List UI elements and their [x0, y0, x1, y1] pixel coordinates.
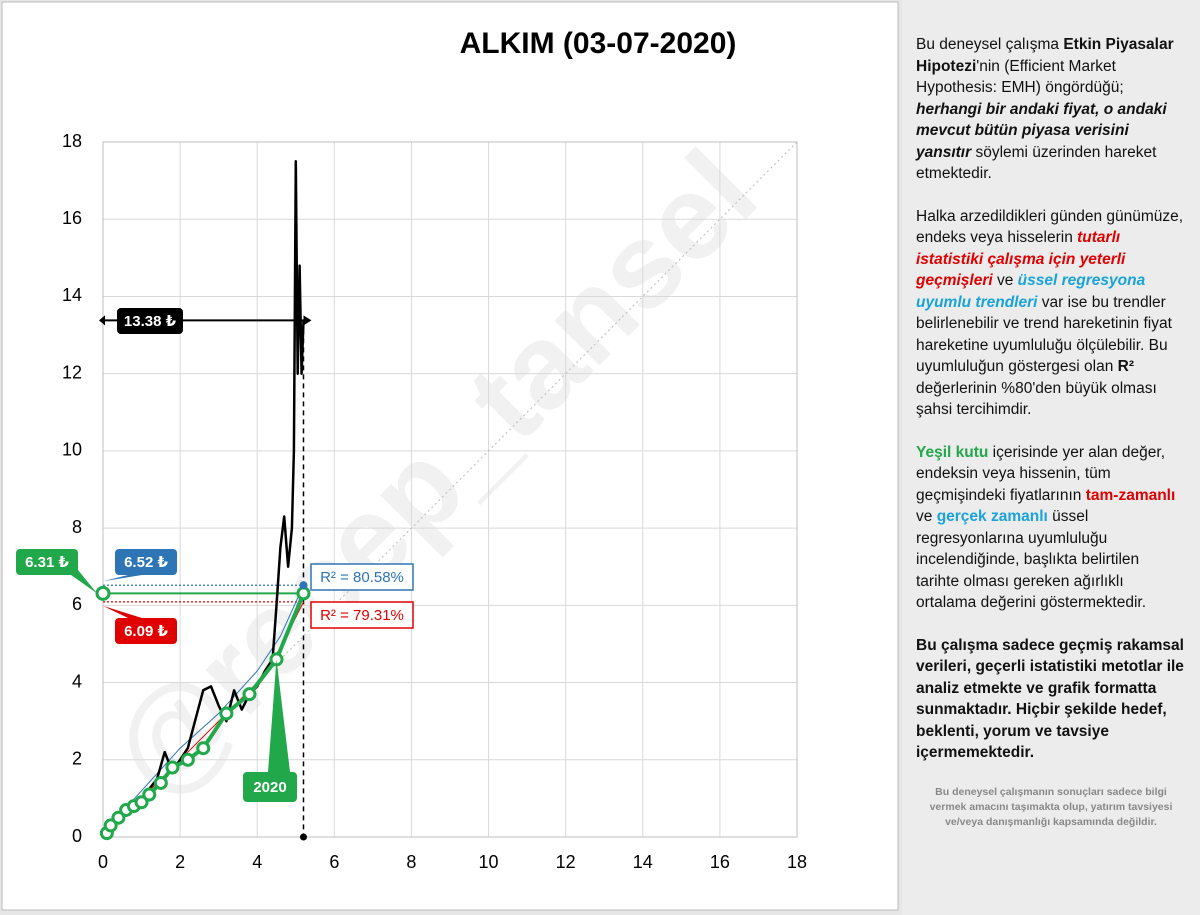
r-squared-label: R² = 80.58% — [320, 569, 404, 586]
annotation: 2020 — [253, 779, 286, 796]
x-tick-label: 8 — [406, 852, 416, 872]
label-box — [115, 618, 177, 644]
axis-dot — [299, 833, 307, 841]
y-tick-label: 14 — [62, 285, 82, 305]
label-box — [243, 772, 297, 802]
footnote: Bu deneysel çalışmanın sonuçları sadece … — [929, 785, 1173, 828]
x-tick-label: 12 — [556, 852, 576, 872]
text: gerçek zamanlı — [936, 508, 1048, 525]
series-point — [242, 687, 257, 702]
arrow-head — [303, 315, 312, 326]
x-tick-label: 14 — [633, 852, 653, 872]
y-tick-label: 12 — [62, 362, 82, 382]
text: içerisinde yer alan değer, endeksin veya… — [916, 443, 1166, 504]
side-panel: Bu deneysel çalışma Etkin Piyasalar Hipo… — [902, 0, 1200, 915]
series-line — [102, 585, 304, 834]
text: R² — [1117, 358, 1134, 375]
plot-border — [102, 141, 798, 838]
price-label: 6.09 ₺ — [124, 623, 168, 640]
label-box — [117, 308, 183, 334]
series-point — [196, 741, 211, 756]
label-box — [16, 549, 78, 575]
text: Yeşil kutu — [916, 443, 989, 461]
text: Halka arzedildikleri günden günümüze, en… — [916, 207, 1184, 247]
text: söylemi üzerinden hareket etmektedir. — [916, 143, 1157, 183]
series-point — [296, 586, 311, 601]
text: Etkin Piyasalar Hipotezi — [916, 36, 1174, 75]
x-tick-label: 16 — [710, 852, 730, 872]
chart: @recep_tansel 0 2 4 6 8 10 12 14 16 1802468101214… — [1, 1, 899, 911]
x-tick-label: 2 — [175, 852, 185, 872]
level-dot — [299, 581, 308, 590]
text: 'nin (Efficient Market Hypothesis: EMH) … — [916, 57, 1124, 97]
y-tick-label: 18 — [62, 131, 82, 151]
text: ve — [916, 508, 937, 525]
series-point — [165, 760, 180, 775]
text: üssel regresyonlarına uyumluluğu incelen… — [916, 508, 1147, 611]
x-tick-label: 18 — [787, 852, 807, 872]
text: herhangi bir andaki fiyat, o andaki mevc… — [916, 100, 1167, 161]
y-tick-label: 8 — [72, 517, 82, 537]
text: Bu çalışma sadece geçmiş rakamsal verile… — [916, 636, 1184, 762]
x-tick-label: 4 — [252, 852, 262, 872]
paragraph: Bu çalışma sadece geçmiş rakamsal verile… — [916, 635, 1186, 764]
callout-pointer — [268, 659, 290, 772]
y-tick-label: 4 — [72, 671, 82, 691]
text: Bu deneysel çalışma — [916, 36, 1064, 53]
y-tick-label: 0 — [72, 826, 82, 846]
price-label: 13.38 ₺ — [124, 313, 177, 330]
series-point — [219, 706, 234, 721]
callout-pointer — [64, 570, 97, 594]
chart-title: ALKIM (03-07-2020) — [460, 27, 737, 60]
diagonal-reference — [102, 141, 798, 838]
price-label: 6.31 ₺ — [25, 554, 69, 571]
text: üssel regresyona uyumlu trendleri — [916, 272, 1146, 311]
arrow-head — [99, 315, 105, 326]
y-tick-label: 16 — [62, 208, 82, 228]
text: var ise bu trendler belirlenebilir ve tr… — [916, 293, 1172, 376]
paragraph: Bu deneysel çalışma Etkin Piyasalar Hipo… — [916, 34, 1186, 185]
text: değerlerinin %80'den büyük olması şahsi … — [916, 379, 1157, 419]
series-point — [134, 795, 149, 810]
x-tick-label: 6 — [329, 852, 339, 872]
price-label: 6.52 ₺ — [124, 554, 168, 571]
y-tick-label: 10 — [62, 440, 82, 460]
text: tutarlı istatistiki çalışma için yeterli… — [916, 229, 1126, 289]
series-point — [142, 787, 157, 802]
x-tick-label: 0 — [98, 852, 108, 872]
callout-pointer — [103, 575, 142, 582]
y-tick-label: 6 — [72, 594, 82, 614]
r-squared-box — [310, 563, 414, 591]
y-tick-label: 2 — [72, 749, 82, 769]
paragraph: Yeşil kutu içerisinde yer alan değer, en… — [916, 442, 1186, 614]
r-squared-box — [310, 601, 414, 629]
level-dot — [95, 585, 111, 601]
x-tick-label: 10 — [479, 852, 499, 872]
callout-pointer — [103, 605, 142, 618]
series-point — [153, 775, 168, 790]
text: tam-zamanlı — [1085, 486, 1176, 504]
chart-background — [1, 1, 899, 911]
series-point — [103, 818, 118, 833]
paragraph: Halka arzedildikleri günden günümüze, en… — [916, 206, 1186, 421]
r-squared-label: R² = 79.31% — [320, 607, 404, 624]
series-point — [111, 810, 126, 825]
series-point — [180, 752, 195, 767]
text: ve — [992, 272, 1018, 289]
label-box — [115, 549, 177, 575]
